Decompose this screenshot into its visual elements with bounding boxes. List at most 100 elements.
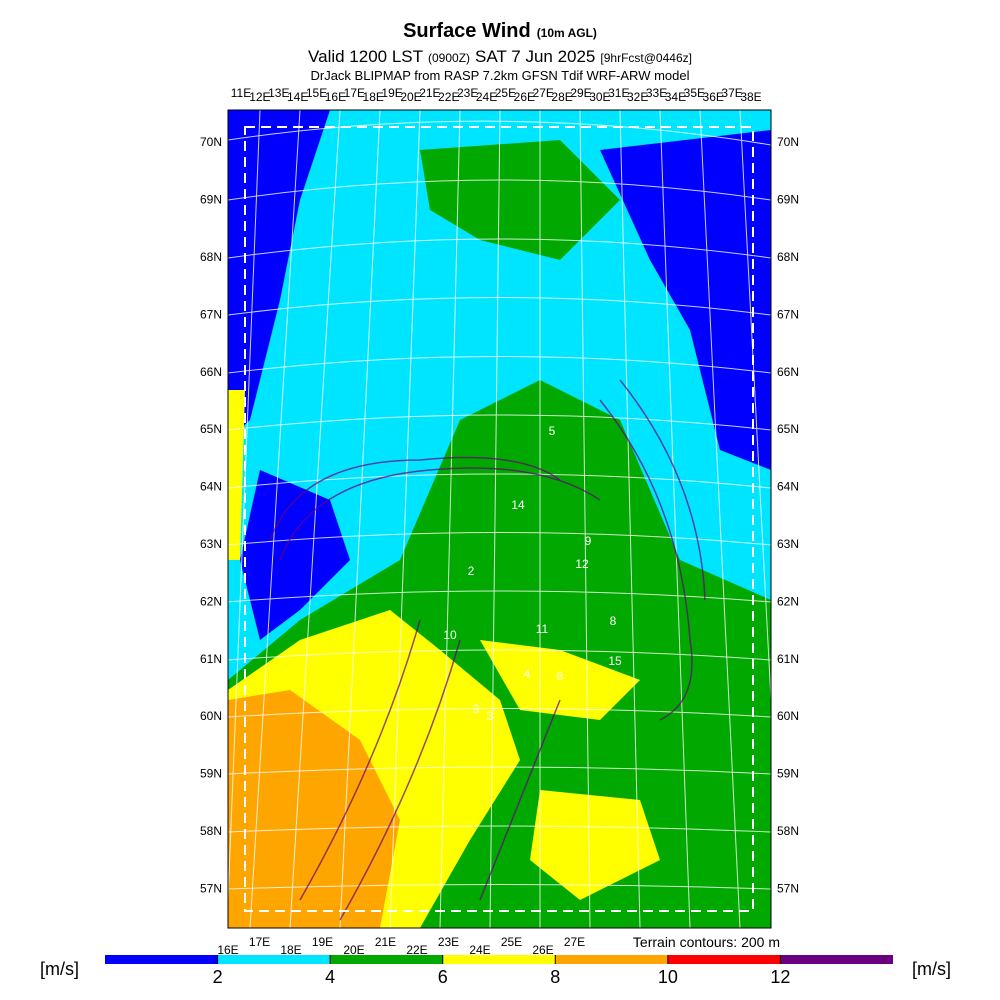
lon-label: 14E [287,90,308,104]
lat-label: 69N [200,193,222,207]
domain-boundary [244,126,754,912]
graticule [228,110,771,928]
lon-label: 18E [280,943,301,957]
colorbar-tick-label: 8 [550,967,560,987]
lon-label: 21E [375,935,396,949]
lat-label: 66N [200,365,222,379]
lon-label: 23E [457,86,478,100]
lon-label: 27E [533,86,554,100]
lat-label: 62N [200,594,222,608]
lon-label: 22E [438,90,459,104]
lat-label: 57N [777,881,799,895]
colorbar: 2 4 6 8 10 12 [105,955,893,987]
lon-label: 23E [438,935,459,949]
colorbar-tick-label: 2 [213,967,223,987]
lat-label: 61N [200,652,222,666]
map-label: 12 [575,557,589,571]
lon-label: 30E [589,90,610,104]
lon-label: 34E [665,90,686,104]
unit-left: [m/s] [40,959,79,979]
terrain-note: Terrain contours: 200 m [633,934,780,950]
lon-label: 22E [406,943,427,957]
lon-label: 18E [363,90,384,104]
lon-label: 17E [344,86,365,100]
colorbar-segment [667,955,781,964]
colorbar-segment [217,955,331,964]
map-label: 3 [487,709,494,723]
lon-label: 35E [684,86,705,100]
lat-label: 68N [777,250,799,264]
lon-label: 16E [325,90,346,104]
lat-label: 67N [200,307,222,321]
lon-label: 33E [646,86,667,100]
title: Surface Wind (10m AGL) [403,20,597,42]
colorbar-segment [780,955,893,964]
lon-label: 32E [627,90,648,104]
lon-label: 17E [249,935,270,949]
title-main: Surface Wind [403,20,531,42]
lat-label: 58N [777,824,799,838]
unit-right: [m/s] [912,959,951,979]
map-label: 5 [549,424,556,438]
title-suffix: (10m AGL) [537,26,597,40]
colorbar-segment [442,955,556,964]
lon-label: 36E [703,90,724,104]
lon-label: 16E [217,943,238,957]
lon-label: 12E [249,90,270,104]
zulu: (0900Z) [428,51,470,65]
lat-label: 65N [777,422,799,436]
lat-label: 64N [200,480,222,494]
land-yellow [228,390,245,560]
colorbar-segment [555,955,668,964]
lon-label: 26E [514,90,535,104]
map-label: 14 [511,498,525,512]
lat-label: 61N [777,652,799,666]
lat-label: 62N [777,594,799,608]
map-label: 8 [610,614,617,628]
colorbar-tick-label: 4 [325,967,335,987]
lon-label: 29E [570,86,591,100]
colorbar-segment [330,955,443,964]
land-yellow [480,640,640,720]
colorbar-tick-label: 6 [438,967,448,987]
lon-label: 15E [306,86,327,100]
date: SAT 7 Jun 2025 [475,47,595,66]
lat-label: 67N [777,307,799,321]
lon-label: 11E [231,86,251,100]
lon-label: 20E [343,943,364,957]
lon-label: 24E [469,943,490,957]
map-label: 9 [585,534,592,548]
lon-label: 25E [495,86,516,100]
map: 5 14 2 9 12 10 11 8 15 4 6 3 3 [227,109,772,929]
lat-label: 70N [200,135,222,149]
source: DrJack BLIPMAP from RASP 7.2km GFSN Tdif… [310,68,689,83]
valid: Valid 1200 LST [308,47,423,66]
lon-label: 25E [501,935,522,949]
lon-label: 19E [381,86,402,100]
lat-label: 57N [200,881,222,895]
lon-label: 20E [400,90,421,104]
lon-label: 24E [476,90,497,104]
lat-label: 60N [200,709,222,723]
map-label: 15 [608,654,622,668]
sea-blue [240,470,350,640]
land-yellow [530,790,660,900]
streamlines [269,379,706,921]
land-orange [228,690,400,928]
lon-label: 38E [740,90,761,104]
lat-label: 68N [200,250,222,264]
lon-label: 19E [312,935,333,949]
lat-label: 63N [777,537,799,551]
map-frame [227,109,772,929]
lat-label: 58N [200,824,222,838]
sea-blue [600,130,771,470]
lat-label: 70N [777,135,799,149]
map-label: 10 [443,628,457,642]
lon-label: 13E [268,86,289,100]
lat-label: 60N [777,709,799,723]
lon-label: 27E [564,935,585,949]
colorbar-tick-label: 10 [658,967,678,987]
lon-label: 21E [419,86,440,100]
labels: 70N 70N 69N 69N 68N 68N 67N 67N 66N 66N 65N 65N 64N 6… [200,86,799,957]
lat-label: 66N [777,365,799,379]
